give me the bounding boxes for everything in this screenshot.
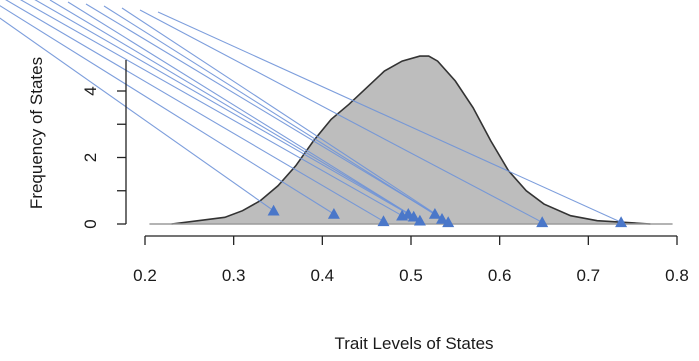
state-point — [428, 208, 441, 219]
x-tick-label: 0.2 — [133, 266, 157, 285]
connector-line — [85, 3, 436, 215]
connector-line — [139, 9, 543, 223]
x-tick-label: 0.6 — [488, 266, 512, 285]
state-points — [267, 204, 628, 228]
state-point — [407, 210, 420, 222]
x-tick-label: 0.3 — [222, 266, 246, 285]
x-tick-label: 0.7 — [577, 266, 601, 285]
x-tick-label: 0.4 — [311, 266, 335, 285]
y-axis: 0 2 4 — [81, 60, 127, 229]
x-axis: 0.2 0.3 0.4 0.5 0.6 0.7 0.8 — [133, 235, 689, 285]
y-axis-title: Frequency of States — [27, 57, 46, 209]
connector-line — [49, 0, 414, 218]
connector-line — [5, 0, 384, 222]
y-tick-label: 2 — [81, 153, 100, 162]
connector-lines — [0, 0, 622, 223]
state-point — [377, 215, 390, 227]
state-point — [442, 216, 455, 228]
density-curve — [171, 55, 651, 225]
x-tick-label: 0.8 — [665, 266, 689, 285]
state-point — [615, 216, 628, 228]
connector-line — [19, 0, 403, 217]
connector-line — [67, 1, 421, 222]
y-tick-label: 0 — [81, 219, 100, 228]
x-axis-title: Trait Levels of States — [334, 334, 493, 353]
connector-line — [0, 5, 335, 215]
density-area — [171, 56, 651, 225]
state-point — [536, 216, 549, 228]
y-tick-label: 4 — [81, 86, 100, 95]
x-tick-label: 0.5 — [399, 266, 423, 285]
connector-line — [0, 17, 274, 212]
state-point — [267, 204, 280, 216]
state-point — [413, 214, 426, 226]
connector-line — [34, 0, 409, 215]
connector-line — [121, 7, 449, 223]
state-point — [436, 213, 448, 224]
connector-line — [157, 11, 622, 223]
state-point — [327, 208, 340, 219]
density-group — [171, 55, 651, 225]
connector-line — [103, 5, 443, 220]
